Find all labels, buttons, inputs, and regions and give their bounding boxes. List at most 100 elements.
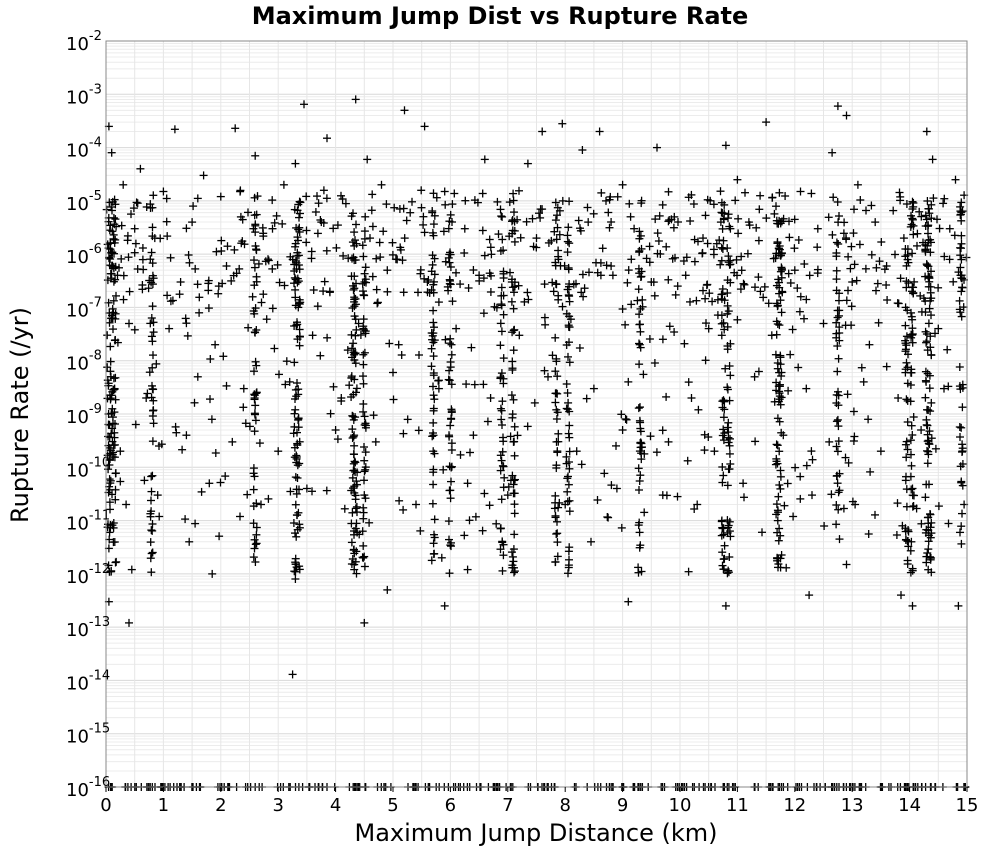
data-point <box>635 528 644 537</box>
data-point <box>366 234 374 243</box>
data-point <box>348 425 357 434</box>
data-point <box>148 548 157 557</box>
data-point <box>339 251 348 260</box>
data-point <box>907 368 916 377</box>
data-point <box>770 209 779 218</box>
data-point <box>833 447 842 456</box>
data-point <box>351 331 360 340</box>
data-point <box>350 312 359 321</box>
data-point <box>552 235 561 244</box>
data-point <box>553 538 562 547</box>
data-point <box>563 389 572 397</box>
data-point <box>445 366 454 375</box>
data-point <box>908 601 917 610</box>
data-point <box>718 478 727 487</box>
data-point <box>564 472 572 481</box>
data-point <box>605 223 614 232</box>
data-point <box>618 180 627 189</box>
data-point <box>106 342 115 351</box>
data-point <box>548 351 557 360</box>
data-point <box>835 486 844 495</box>
data-point <box>508 413 517 422</box>
data-point <box>908 566 917 575</box>
data-point <box>865 340 874 349</box>
data-point <box>430 530 438 539</box>
data-point <box>902 395 911 404</box>
data-point <box>907 308 915 317</box>
data-point <box>717 198 726 207</box>
data-point <box>106 269 115 278</box>
data-point <box>958 460 967 468</box>
data-point <box>146 538 155 547</box>
data-point <box>446 358 455 366</box>
data-point <box>434 384 443 393</box>
data-point <box>294 416 303 424</box>
data-point <box>148 520 157 528</box>
data-point <box>429 406 438 415</box>
data-point <box>634 464 643 473</box>
data-point <box>796 187 805 196</box>
data-point <box>553 372 562 381</box>
data-point <box>390 203 399 212</box>
data-point <box>925 371 934 380</box>
data-point <box>107 148 116 157</box>
data-point <box>445 486 454 495</box>
data-point <box>499 551 508 560</box>
data-point <box>564 321 573 330</box>
data-point <box>331 426 340 434</box>
data-point <box>957 198 966 207</box>
data-point <box>724 428 733 437</box>
data-point <box>923 446 931 455</box>
data-point <box>514 281 523 290</box>
data-point <box>819 319 828 328</box>
data-point <box>446 263 455 271</box>
data-point <box>447 463 456 472</box>
data-point <box>927 200 936 209</box>
data-point <box>290 358 299 367</box>
data-point <box>483 417 492 426</box>
data-point <box>377 180 386 189</box>
data-point <box>415 351 423 359</box>
data-point <box>478 526 487 535</box>
data-point <box>111 215 120 224</box>
data-point <box>184 251 193 259</box>
data-point <box>447 408 456 417</box>
data-point <box>636 327 645 336</box>
data-point <box>957 423 966 432</box>
data-point <box>343 346 352 355</box>
data-point <box>110 385 119 394</box>
data-point <box>291 575 300 583</box>
data-point <box>500 473 509 482</box>
data-point <box>563 474 572 483</box>
data-point <box>894 394 903 402</box>
data-point <box>323 134 331 143</box>
data-point <box>231 124 240 133</box>
data-point <box>901 245 910 253</box>
data-point <box>957 539 966 548</box>
data-point <box>238 215 247 224</box>
data-point <box>274 447 283 456</box>
data-point <box>109 448 118 457</box>
data-point <box>876 447 885 456</box>
data-point <box>719 436 728 445</box>
data-point <box>832 501 841 509</box>
data-point <box>958 509 966 518</box>
data-point <box>710 447 719 456</box>
data-point <box>350 545 358 554</box>
data-point <box>724 307 733 316</box>
data-point <box>148 337 157 346</box>
data-point <box>926 552 935 561</box>
data-point <box>624 377 633 386</box>
data-point <box>480 251 489 260</box>
data-point <box>295 325 304 334</box>
data-point <box>508 548 516 557</box>
data-point <box>496 247 505 255</box>
data-point <box>109 230 118 239</box>
data-point <box>925 427 934 436</box>
data-point <box>772 510 781 519</box>
data-point <box>956 528 964 537</box>
data-point <box>562 459 571 468</box>
data-point <box>360 552 369 561</box>
data-point <box>105 535 114 544</box>
